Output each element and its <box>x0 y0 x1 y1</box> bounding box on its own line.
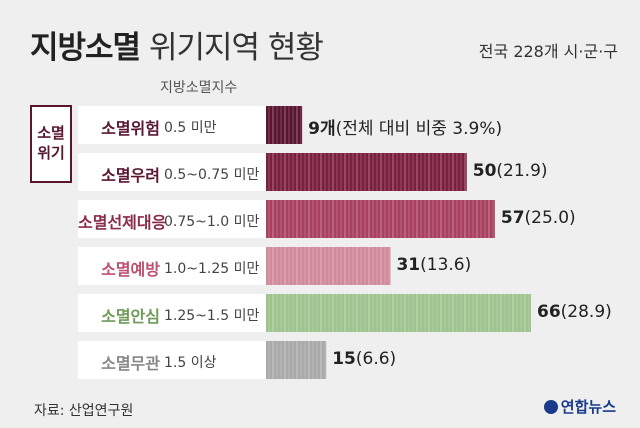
row-background <box>78 200 266 238</box>
share-label: (21.9) <box>496 161 548 181</box>
bar <box>266 153 467 191</box>
source-note: 자료: 산업연구원 <box>34 403 134 419</box>
index-range-label: 1.5 이상 <box>164 355 217 371</box>
index-range-label: 0.75~1.0 미만 <box>164 214 260 230</box>
index-range-label: 1.0~1.25 미만 <box>164 261 260 277</box>
value-number: 31 <box>396 255 421 275</box>
row-background <box>78 106 266 144</box>
logo-text: 연합뉴스 <box>560 398 616 416</box>
title-bold: 지방소멸 <box>30 30 141 66</box>
bar <box>266 106 303 144</box>
value-label: 9개(전체 대비 비중 3.9%) <box>308 114 502 139</box>
row-background <box>78 341 266 379</box>
value-number: 9개 <box>308 119 336 139</box>
value-number: 15 <box>332 349 356 369</box>
crisis-label-line1: 소멸 <box>37 124 65 142</box>
share-label: (28.9) <box>560 302 612 322</box>
page-title: 지방소멸 위기지역 현황 <box>30 22 324 67</box>
publisher-logo: 연합뉴스 <box>543 396 616 417</box>
value-label: 66(28.9) <box>537 302 612 322</box>
category-label: 소멸무관 <box>101 354 160 373</box>
index-range-label: 1.25~1.5 미만 <box>164 308 260 324</box>
crisis-group-label: 소멸 위기 <box>30 105 72 183</box>
bar <box>266 200 495 238</box>
crisis-label-line2: 위기 <box>37 144 65 162</box>
value-label: 57(25.0) <box>501 208 576 228</box>
row-background <box>78 294 266 332</box>
value-label: 15(6.6) <box>332 349 396 369</box>
bar <box>266 341 327 379</box>
index-range-label: 0.5 미만 <box>164 120 217 136</box>
logo-icon <box>543 400 558 414</box>
title-light: 위기지역 현황 <box>148 30 324 66</box>
bar <box>266 294 531 332</box>
category-label: 소멸안심 <box>101 307 160 326</box>
value-number: 66 <box>537 302 561 322</box>
scope-note: 전국 228개 시·군·구 <box>478 42 618 61</box>
value-label: 50(21.9) <box>473 161 548 181</box>
row-background <box>78 247 266 285</box>
share-label: (전체 대비 비중 3.9%) <box>335 119 503 139</box>
value-number: 57 <box>500 208 525 228</box>
share-label: (6.6) <box>355 349 397 369</box>
bar <box>266 247 391 285</box>
share-label: (13.6) <box>420 255 472 275</box>
category-label: 소멸예방 <box>101 260 160 279</box>
share-label: (25.0) <box>524 208 576 228</box>
value-number: 50 <box>472 161 497 181</box>
category-label: 소멸우려 <box>101 166 160 185</box>
value-label: 31(13.6) <box>396 255 471 275</box>
index-range-label: 0.5~0.75 미만 <box>164 167 260 183</box>
category-label: 소멸위험 <box>101 119 160 138</box>
index-column-header: 지방소멸지수 <box>160 80 238 96</box>
row-background <box>78 153 266 191</box>
category-label: 소멸선제대응 <box>78 213 167 232</box>
